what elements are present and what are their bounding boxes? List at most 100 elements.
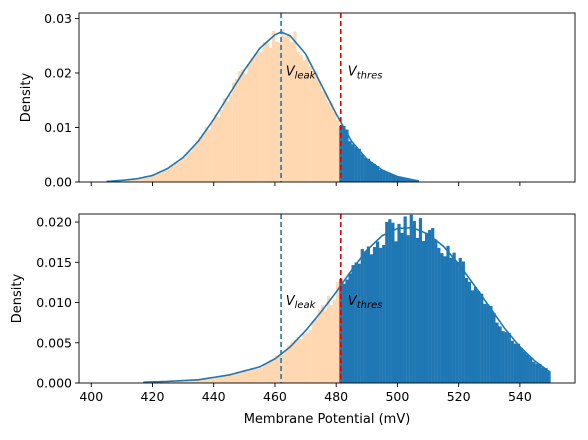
histogram-bar <box>308 66 312 182</box>
histogram-bar <box>195 140 199 182</box>
x-tick-label: 540 <box>508 389 532 404</box>
histogram-bar <box>210 377 214 383</box>
histogram-bar <box>366 246 371 383</box>
x-tick-label: 480 <box>324 389 348 404</box>
histogram-bar <box>385 172 389 182</box>
histogram-bar <box>397 176 401 182</box>
histogram-bar <box>186 380 190 383</box>
histogram-bar <box>360 249 364 383</box>
y-tick-label: 0.01 <box>44 120 72 135</box>
histogram-bar <box>372 247 377 383</box>
histogram-bar <box>421 241 426 383</box>
top-fit-curve <box>106 31 419 183</box>
x-tick-label: 420 <box>141 389 165 404</box>
histogram-bar <box>250 57 254 182</box>
histogram-bar <box>418 218 423 383</box>
histogram-bar <box>131 179 135 182</box>
histogram-bar <box>164 381 168 383</box>
y-tick-label: 0.000 <box>36 376 72 391</box>
top-subplot: Vleak Vthres 0.00 0.01 0.02 0.03 Density <box>19 11 576 190</box>
histogram-bar <box>526 354 530 383</box>
histogram-bar <box>382 170 386 182</box>
histogram-bar <box>158 171 162 182</box>
y-tick-label: 0.020 <box>36 215 72 230</box>
histogram-bar <box>232 374 236 383</box>
histogram-bar <box>452 252 456 383</box>
histogram-bar <box>541 367 545 383</box>
histogram-bar <box>225 374 230 383</box>
histogram-bar <box>271 358 276 383</box>
histogram-bar <box>180 380 184 383</box>
top-v-thres-label: Vthres <box>348 65 383 82</box>
histogram-bar <box>400 232 404 383</box>
histogram-bar <box>351 265 355 383</box>
histogram-bar <box>311 321 315 383</box>
histogram-bar <box>149 175 153 182</box>
histogram-bar <box>271 30 276 182</box>
y-tick-label: 0.02 <box>44 65 72 80</box>
histogram-bar <box>382 245 386 383</box>
histogram-bar <box>406 235 410 383</box>
histogram-bar <box>238 372 242 383</box>
histogram-bar <box>201 379 205 383</box>
histogram-bar <box>507 332 511 383</box>
histogram-bar <box>229 95 233 182</box>
y-tick-label: 0.03 <box>44 11 72 26</box>
histogram-bar <box>262 42 266 182</box>
histogram-bar <box>510 340 514 383</box>
histogram-bar <box>483 303 487 383</box>
bottom-v-thres-label: Vthres <box>348 294 383 311</box>
histogram-bar <box>323 310 328 383</box>
histogram-bar <box>256 52 260 182</box>
histogram-bar <box>302 60 306 183</box>
histogram-bar <box>127 179 132 182</box>
bottom-axes-frame <box>78 213 576 384</box>
histogram-bar <box>281 28 285 183</box>
histogram-bar <box>394 175 398 182</box>
histogram-bar <box>480 293 484 383</box>
histogram-bar <box>293 339 297 383</box>
histogram-bar <box>195 379 199 383</box>
histogram-bar <box>183 157 187 182</box>
histogram-bar <box>173 162 178 182</box>
histogram-bar <box>320 90 325 182</box>
histogram-bar <box>513 343 517 383</box>
histogram-bar <box>176 162 181 182</box>
histogram-bar <box>216 116 220 182</box>
histogram-bar <box>180 159 184 182</box>
histogram-bar <box>247 64 251 182</box>
histogram-bar <box>311 71 315 182</box>
histogram-bar <box>222 375 227 383</box>
histogram-bar <box>284 36 288 182</box>
histogram-bar <box>253 53 257 182</box>
histogram-bar <box>290 342 294 383</box>
histogram-bar <box>164 169 168 182</box>
y-tick-label: 0.010 <box>36 295 72 310</box>
top-v-leak-label: Vleak <box>286 65 317 82</box>
histogram-bar <box>351 144 355 182</box>
histogram-bar <box>186 152 190 182</box>
x-tick-label: 400 <box>79 389 103 404</box>
histogram-bar <box>354 262 358 383</box>
top-histogram-bars <box>106 28 419 183</box>
histogram-bar <box>449 257 453 383</box>
histogram-bar <box>477 290 481 383</box>
histogram-bar <box>412 220 416 383</box>
histogram-bar <box>403 178 407 182</box>
histogram-bar <box>366 158 371 182</box>
histogram-bar <box>278 42 282 182</box>
histogram-bar <box>232 82 236 182</box>
histogram-bar <box>412 180 416 182</box>
histogram-bar <box>134 179 138 182</box>
histogram-bar <box>428 229 432 383</box>
x-tick-label: 460 <box>263 389 287 404</box>
histogram-bar <box>327 295 331 383</box>
histogram-bar <box>317 80 322 182</box>
histogram-bar <box>323 92 328 182</box>
histogram-bar <box>262 363 266 383</box>
top-y-axis-label: Density <box>19 72 34 122</box>
histogram-bar <box>210 122 214 182</box>
histogram-bar <box>327 102 331 182</box>
top-y-axis-ticks: 0.00 0.01 0.02 0.03 <box>44 11 79 190</box>
